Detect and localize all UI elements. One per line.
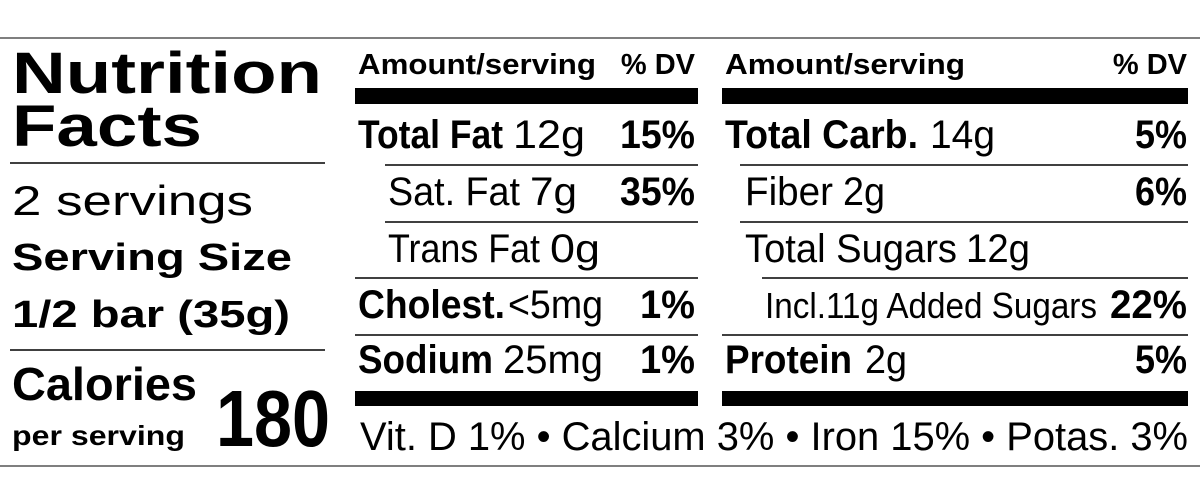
- nutrient-dv: 5%: [1135, 113, 1187, 157]
- title: Nutrition: [12, 41, 322, 106]
- serving-size-label: Serving Size: [12, 237, 292, 279]
- nutrient-dv: 1%: [640, 283, 695, 327]
- thick-bar: [355, 391, 698, 406]
- vitamins-footer: Vit. D 1% • Calcium 3% • Iron 15% • Pota…: [360, 415, 1188, 459]
- nutrient-amount: 12g: [513, 113, 585, 157]
- nutrient-label: Fiber: [745, 170, 833, 214]
- nutrient-dv: 6%: [1135, 170, 1187, 214]
- calories: 180: [216, 374, 330, 463]
- thick-bar: [722, 391, 1188, 406]
- nutrient-label: Total Fat: [358, 113, 503, 157]
- nutrient-amount: 7g: [530, 170, 577, 214]
- nutrient-amount: 2g: [843, 170, 885, 214]
- amount-header: Amount/serving: [358, 49, 596, 81]
- calories-label: Calories: [12, 358, 197, 410]
- nutrient-label: Trans Fat: [388, 227, 540, 271]
- nutrient-dv: 22%: [1110, 283, 1187, 327]
- nutrient-label: Total Sugars: [745, 227, 957, 271]
- title: Facts: [12, 94, 202, 159]
- thick-bar: [722, 88, 1188, 104]
- serving-size: 1/2 bar (35g): [12, 294, 290, 336]
- dv-header: % DV: [1113, 49, 1188, 81]
- nutrient-label: Sodium: [358, 338, 493, 382]
- nutrient-label: Incl.11g Added Sugars: [765, 285, 1097, 326]
- amount-header: Amount/serving: [725, 49, 965, 81]
- nutrient-amount: 2g: [865, 338, 907, 382]
- dv-header: % DV: [621, 49, 696, 81]
- nutrient-label: Cholest.: [358, 283, 505, 327]
- nutrient-amount: 0g: [550, 227, 600, 271]
- nutrient-label: Total Carb.: [725, 113, 918, 157]
- nutrient-label: Protein: [725, 338, 852, 382]
- nutrient-dv: 15%: [620, 113, 695, 157]
- servings: 2 servings: [12, 177, 253, 224]
- nutrient-amount: 12g: [966, 227, 1030, 271]
- nutrient-label: Sat. Fat: [388, 170, 520, 214]
- calories-sub: per serving: [12, 420, 185, 451]
- nutrient-dv: 5%: [1135, 338, 1187, 382]
- nutrient-amount: 14g: [930, 113, 995, 157]
- nutrient-amount: <5mg: [508, 283, 603, 327]
- nutrient-amount: 25mg: [503, 338, 603, 382]
- nutrient-dv: 35%: [620, 170, 695, 214]
- nutrient-dv: 1%: [640, 338, 695, 382]
- thick-bar: [355, 88, 698, 104]
